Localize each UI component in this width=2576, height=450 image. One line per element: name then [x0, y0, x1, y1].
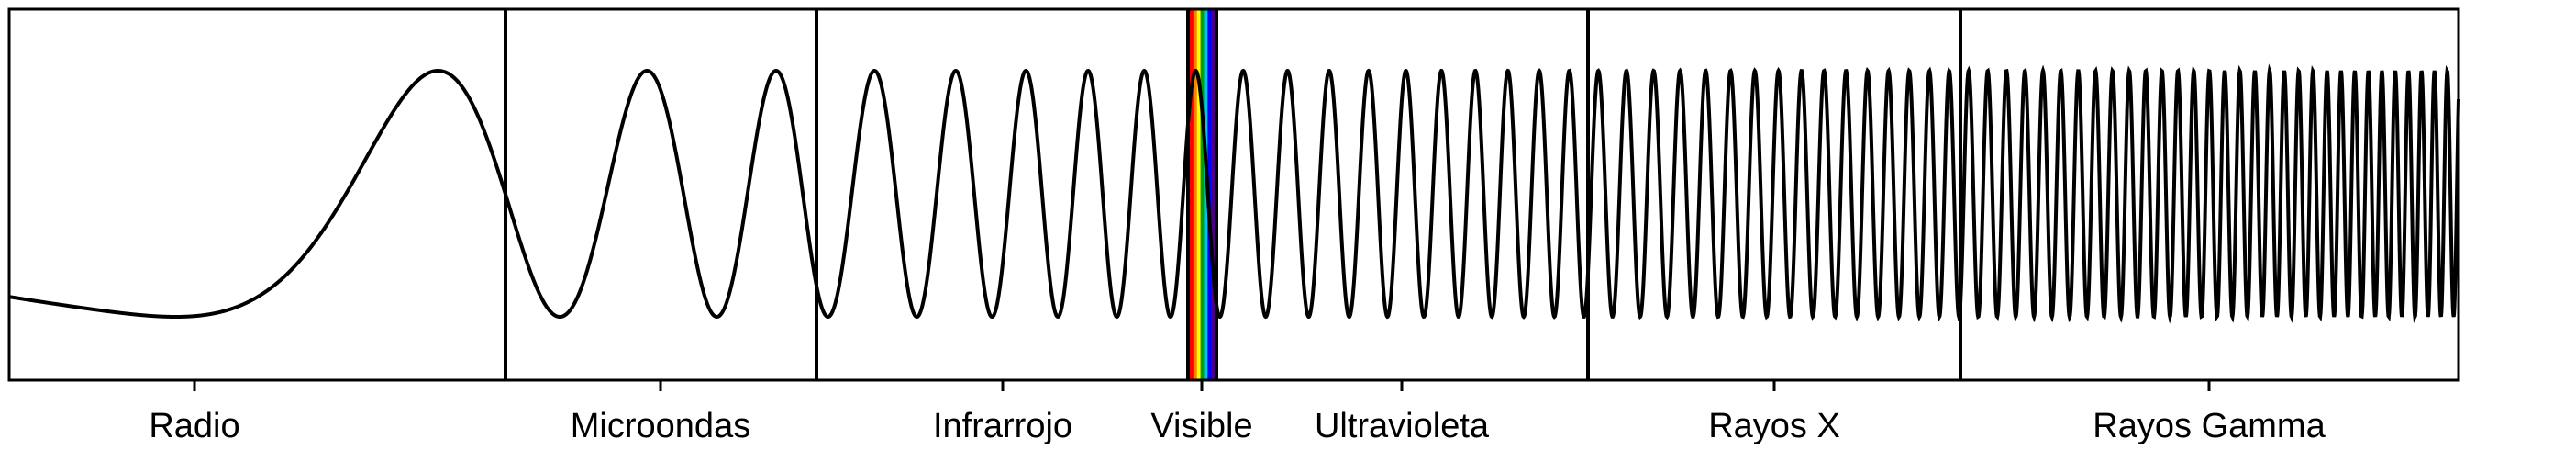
- band-labels: Radio Microondas Infrarrojo Visible Ultr…: [149, 407, 2326, 445]
- visible-spectrum-rainbow: [1190, 9, 1216, 380]
- wave-curve: [8, 63, 2460, 324]
- label-microwave: Microondas: [571, 407, 750, 445]
- label-ultraviolet: Ultravioleta: [1315, 407, 1490, 445]
- label-xray: Rayos X: [1708, 407, 1840, 445]
- rainbow-stripe: [1204, 9, 1208, 380]
- tick-marks: [193, 380, 2211, 391]
- rainbow-stripe: [1190, 9, 1194, 380]
- label-radio: Radio: [149, 407, 239, 445]
- label-visible: Visible: [1150, 407, 1252, 445]
- label-gamma: Rayos Gamma: [2093, 407, 2326, 445]
- plot-frame: [7, 7, 2460, 382]
- rainbow-stripe: [1193, 9, 1198, 380]
- label-infrared: Infrarrojo: [933, 407, 1072, 445]
- rainbow-stripe: [1196, 9, 1202, 380]
- rainbow-stripe: [1211, 9, 1216, 380]
- rainbow-stripe: [1200, 9, 1205, 380]
